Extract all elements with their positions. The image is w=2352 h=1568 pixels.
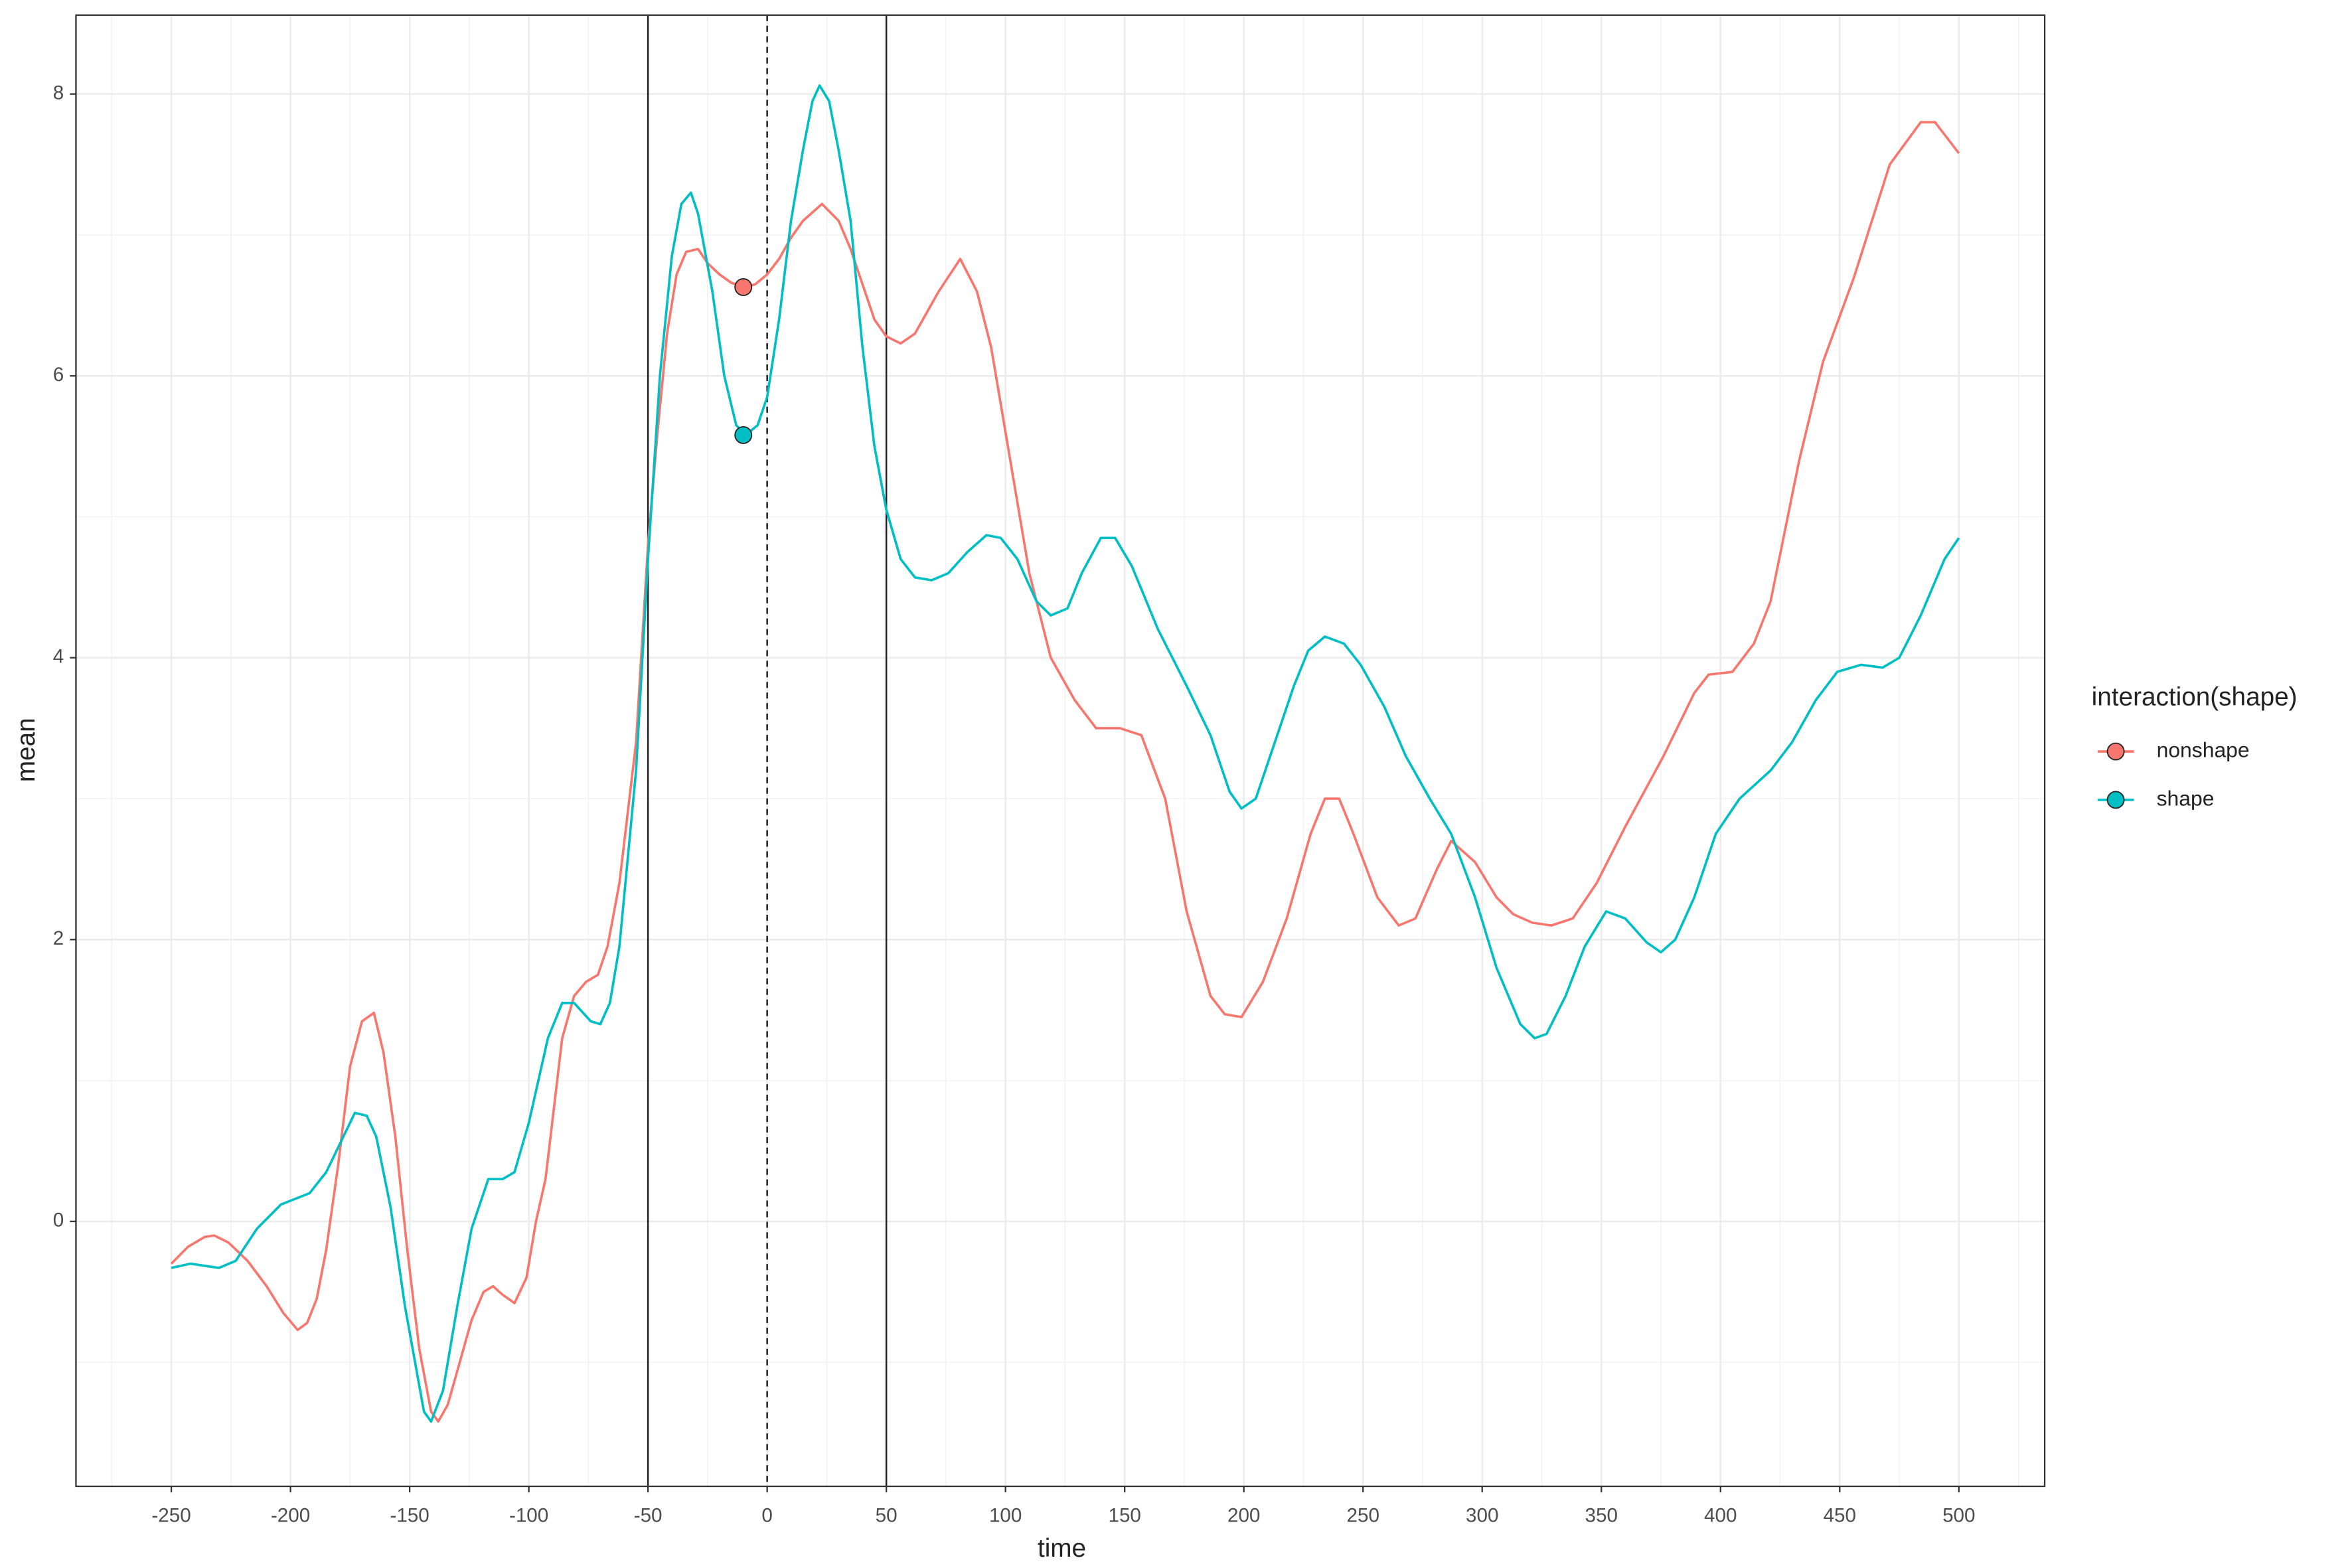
x-tick-label: 300 bbox=[1466, 1504, 1498, 1526]
grid bbox=[76, 15, 2045, 1487]
highlight-point bbox=[734, 426, 753, 444]
series-line bbox=[170, 121, 1960, 1423]
y-tick-label: 4 bbox=[53, 646, 64, 668]
x-axis-title: time bbox=[1038, 1534, 1086, 1563]
x-tick-label: 250 bbox=[1347, 1504, 1379, 1526]
highlight-point bbox=[734, 278, 753, 296]
y-tick-label: 2 bbox=[53, 927, 64, 949]
x-tick-label: -150 bbox=[390, 1504, 429, 1526]
series-line bbox=[171, 84, 1960, 1423]
x-tick-label: 50 bbox=[876, 1504, 898, 1526]
legend-title: interaction(shape) bbox=[2092, 683, 2298, 712]
y-tick-label: 6 bbox=[53, 364, 64, 386]
y-axis-title: mean bbox=[12, 718, 40, 782]
legend-label: nonshape bbox=[2157, 738, 2250, 761]
legend-key-point bbox=[2106, 791, 2125, 809]
panel-border bbox=[75, 14, 2046, 1488]
x-tick-label: 150 bbox=[1108, 1504, 1140, 1526]
plot-area bbox=[170, 15, 1960, 1487]
x-tick-label: 500 bbox=[1942, 1504, 1975, 1526]
legend-label: shape bbox=[2157, 786, 2215, 810]
x-tick-label: 350 bbox=[1585, 1504, 1618, 1526]
x-tick-label: -100 bbox=[509, 1504, 548, 1526]
x-tick-label: 0 bbox=[761, 1504, 772, 1526]
x-tick-label: 200 bbox=[1227, 1504, 1260, 1526]
x-tick-label: 450 bbox=[1824, 1504, 1856, 1526]
x-tick-label: -50 bbox=[634, 1504, 663, 1526]
y-tick-label: 0 bbox=[53, 1210, 64, 1231]
x-tick-label: 400 bbox=[1704, 1504, 1737, 1526]
x-tick-label: -250 bbox=[151, 1504, 191, 1526]
x-tick-label: 100 bbox=[989, 1504, 1022, 1526]
legend-key-point bbox=[2106, 742, 2125, 761]
y-tick-label: 8 bbox=[53, 82, 64, 104]
x-tick-label: -200 bbox=[271, 1504, 310, 1526]
